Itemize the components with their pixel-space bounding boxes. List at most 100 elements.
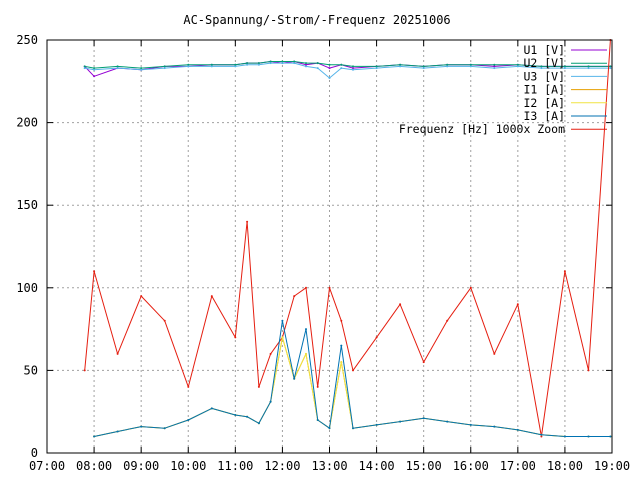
data-point-u2-v xyxy=(293,60,296,63)
data-point-u2-v xyxy=(446,63,449,66)
data-point-u2-v xyxy=(116,65,119,68)
data-point-u2-v xyxy=(563,65,566,68)
data-point-u1-v xyxy=(305,63,307,66)
chart-title: AC-Spannung/-Strom/-Frequenz 20251006 xyxy=(183,13,450,27)
data-point-u2-v xyxy=(493,63,496,66)
data-point-frequenz-hz-1000x-zoom xyxy=(163,319,166,322)
data-point-i3-a xyxy=(469,423,472,426)
data-point-u2-v xyxy=(469,63,472,66)
data-point-u3-v xyxy=(340,67,343,70)
legend-label: I3 [A] xyxy=(523,109,565,123)
data-point-frequenz-hz-1000x-zoom xyxy=(269,352,272,355)
data-point-i3-a xyxy=(516,428,519,431)
y-tick-label: 250 xyxy=(16,33,38,47)
data-point-u3-v xyxy=(587,67,590,70)
x-tick-label: 09:00 xyxy=(123,459,159,473)
data-point-frequenz-hz-1000x-zoom xyxy=(422,361,425,364)
x-tick-label: 13:00 xyxy=(311,459,347,473)
data-point-u3-v xyxy=(493,67,496,70)
data-point-frequenz-hz-1000x-zoom xyxy=(257,385,260,388)
axis-ticks: 0 50 100 150 200 250 07:00 08:00 09:00 10:00 11:00… xyxy=(16,33,630,473)
x-tick-label: 17:00 xyxy=(500,459,536,473)
data-point-i3-a xyxy=(446,420,449,423)
data-point-i3-a xyxy=(257,422,260,425)
data-point-frequenz-hz-1000x-zoom xyxy=(469,286,472,289)
data-point-i3-a xyxy=(340,344,343,347)
data-point-i3-a xyxy=(493,425,496,428)
x-tick-label: 18:00 xyxy=(547,459,583,473)
data-point-u3-v xyxy=(352,68,354,71)
data-point-i3-a xyxy=(246,415,249,418)
data-point-i3-a xyxy=(563,435,566,438)
data-point-i3-a xyxy=(587,435,590,438)
data-point-u2-v xyxy=(316,62,319,65)
data-point-u1-v xyxy=(493,65,496,68)
data-point-u2-v xyxy=(269,60,272,63)
data-point-u3-v xyxy=(140,68,143,71)
legend-label: Frequenz [Hz] 1000x Zoom xyxy=(399,122,565,136)
data-point-u2-v xyxy=(246,62,249,65)
data-point-frequenz-hz-1000x-zoom xyxy=(375,336,378,339)
data-point-u3-v xyxy=(446,65,449,68)
data-point-i3-a xyxy=(609,435,612,438)
data-point-u2-v xyxy=(83,65,86,68)
data-point-frequenz-hz-1000x-zoom xyxy=(293,295,296,298)
data-point-u3-v xyxy=(609,67,612,70)
data-point-u2-v xyxy=(375,65,378,68)
data-point-frequenz-hz-1000x-zoom xyxy=(187,385,190,388)
data-point-u2-v xyxy=(422,65,425,68)
data-point-i3-a xyxy=(281,319,284,322)
data-point-i2-a xyxy=(281,336,284,339)
data-point-frequenz-hz-1000x-zoom xyxy=(140,295,143,298)
data-point-i3-a xyxy=(399,420,402,423)
data-point-frequenz-hz-1000x-zoom xyxy=(446,319,449,322)
data-point-frequenz-hz-1000x-zoom xyxy=(516,303,519,306)
legend-label: I1 [A] xyxy=(523,83,565,97)
data-point-u3-v xyxy=(293,62,296,65)
data-point-frequenz-hz-1000x-zoom xyxy=(83,369,86,372)
x-tick-label: 10:00 xyxy=(170,459,206,473)
data-point-frequenz-hz-1000x-zoom xyxy=(234,336,237,339)
data-point-u2-v xyxy=(340,63,343,66)
data-point-i3-a xyxy=(140,425,143,428)
data-point-u2-v xyxy=(609,65,612,68)
x-tick-label: 07:00 xyxy=(29,459,65,473)
data-point-i3-a xyxy=(93,435,96,438)
data-point-u3-v xyxy=(269,62,272,65)
y-tick-label: 50 xyxy=(24,363,38,377)
data-point-u2-v xyxy=(140,67,143,70)
legend-label: U3 [V] xyxy=(523,69,565,83)
data-point-u3-v xyxy=(399,65,402,68)
data-point-u3-v xyxy=(375,67,378,70)
data-point-u2-v xyxy=(587,65,590,68)
data-point-i3-a xyxy=(305,328,307,331)
data-point-u3-v xyxy=(234,65,237,68)
data-point-u3-v xyxy=(469,65,472,68)
data-point-u1-v xyxy=(352,67,354,70)
data-point-u3-v xyxy=(246,63,249,66)
series-line-i3-a xyxy=(93,320,611,437)
data-point-u3-v xyxy=(316,67,319,70)
data-point-u3-v xyxy=(281,62,284,65)
series-layer xyxy=(83,39,612,438)
data-point-u3-v xyxy=(563,67,566,70)
data-point-i3-a xyxy=(210,407,213,410)
legend-label: U1 [V] xyxy=(523,43,565,57)
data-point-u2-v xyxy=(234,63,237,66)
data-point-i3-a xyxy=(328,427,331,430)
data-point-frequenz-hz-1000x-zoom xyxy=(93,270,96,273)
data-point-i3-a xyxy=(352,427,354,430)
data-point-frequenz-hz-1000x-zoom xyxy=(305,286,307,289)
data-point-u2-v xyxy=(516,63,519,66)
y-tick-label: 150 xyxy=(16,198,38,212)
data-point-u3-v xyxy=(163,67,166,70)
data-point-frequenz-hz-1000x-zoom xyxy=(340,319,343,322)
legend-label: U2 [V] xyxy=(523,56,565,70)
grid xyxy=(47,40,612,453)
data-point-u3-v xyxy=(210,65,213,68)
data-point-u2-v xyxy=(163,65,166,68)
data-point-u2-v xyxy=(187,63,190,66)
x-tick-label: 19:00 xyxy=(594,459,630,473)
